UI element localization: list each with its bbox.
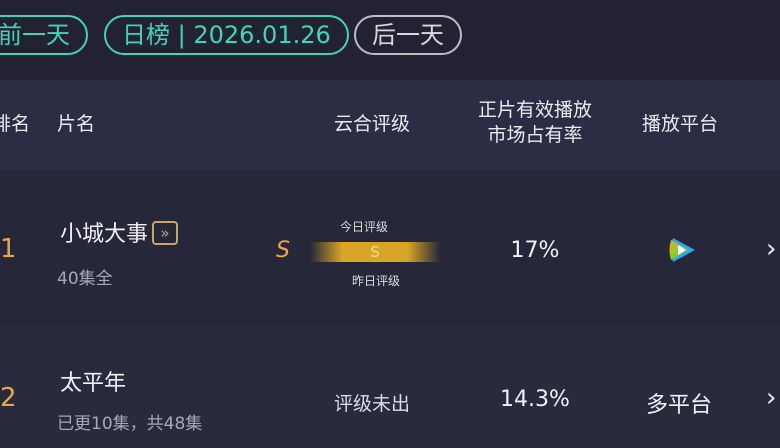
- episodes: 40集全: [57, 269, 113, 289]
- today-label: 今日评级: [340, 220, 389, 234]
- tencent-video-icon: [669, 238, 695, 262]
- table-row[interactable]: 2 太平年 已更10集，共48集 评级未出 14.3% 多平台 ›: [0, 325, 780, 448]
- show-title: 小城大事»: [60, 216, 179, 248]
- rank: 1: [0, 234, 17, 264]
- rank: 2: [0, 383, 17, 413]
- rating-bar: S: [310, 242, 440, 262]
- show-title: 太平年: [60, 371, 127, 396]
- table-header: 排名 片名 云合评级 正片有效播放 市场占有率 播放平台: [0, 80, 780, 170]
- col-share-1: 正片有效播放: [477, 99, 592, 121]
- episodes: 已更10集，共48集: [57, 414, 203, 434]
- col-platform: 播放平台: [642, 113, 719, 135]
- market-share: 17%: [510, 238, 560, 263]
- next-day-button[interactable]: 后一天: [354, 15, 462, 55]
- prev-day-button[interactable]: 前一天: [0, 15, 88, 55]
- yesterday-rating: S: [276, 238, 290, 263]
- row-chevron-icon[interactable]: ›: [766, 234, 777, 264]
- title-text: 小城大事: [60, 222, 149, 247]
- table-row[interactable]: 1 小城大事» 40集全 S 今日评级 S 昨日评级 17% ›: [0, 170, 780, 325]
- col-rank: 排名: [0, 113, 31, 135]
- today-rating: S: [370, 243, 380, 261]
- col-rating: 云合评级: [334, 113, 411, 135]
- yesterday-label: 昨日评级: [352, 274, 401, 288]
- current-date-button[interactable]: 日榜 | 2026.01.26: [104, 15, 349, 55]
- row-chevron-icon[interactable]: ›: [766, 383, 777, 413]
- rating-pending: 评级未出: [334, 393, 411, 415]
- platform: 多平台: [646, 393, 713, 418]
- col-share-2: 市场占有率: [487, 124, 583, 146]
- market-share: 14.3%: [500, 387, 570, 412]
- play-badge-icon: »: [152, 221, 179, 245]
- date-nav: 前一天 日榜 | 2026.01.26 后一天: [0, 0, 780, 80]
- col-title: 片名: [57, 113, 96, 135]
